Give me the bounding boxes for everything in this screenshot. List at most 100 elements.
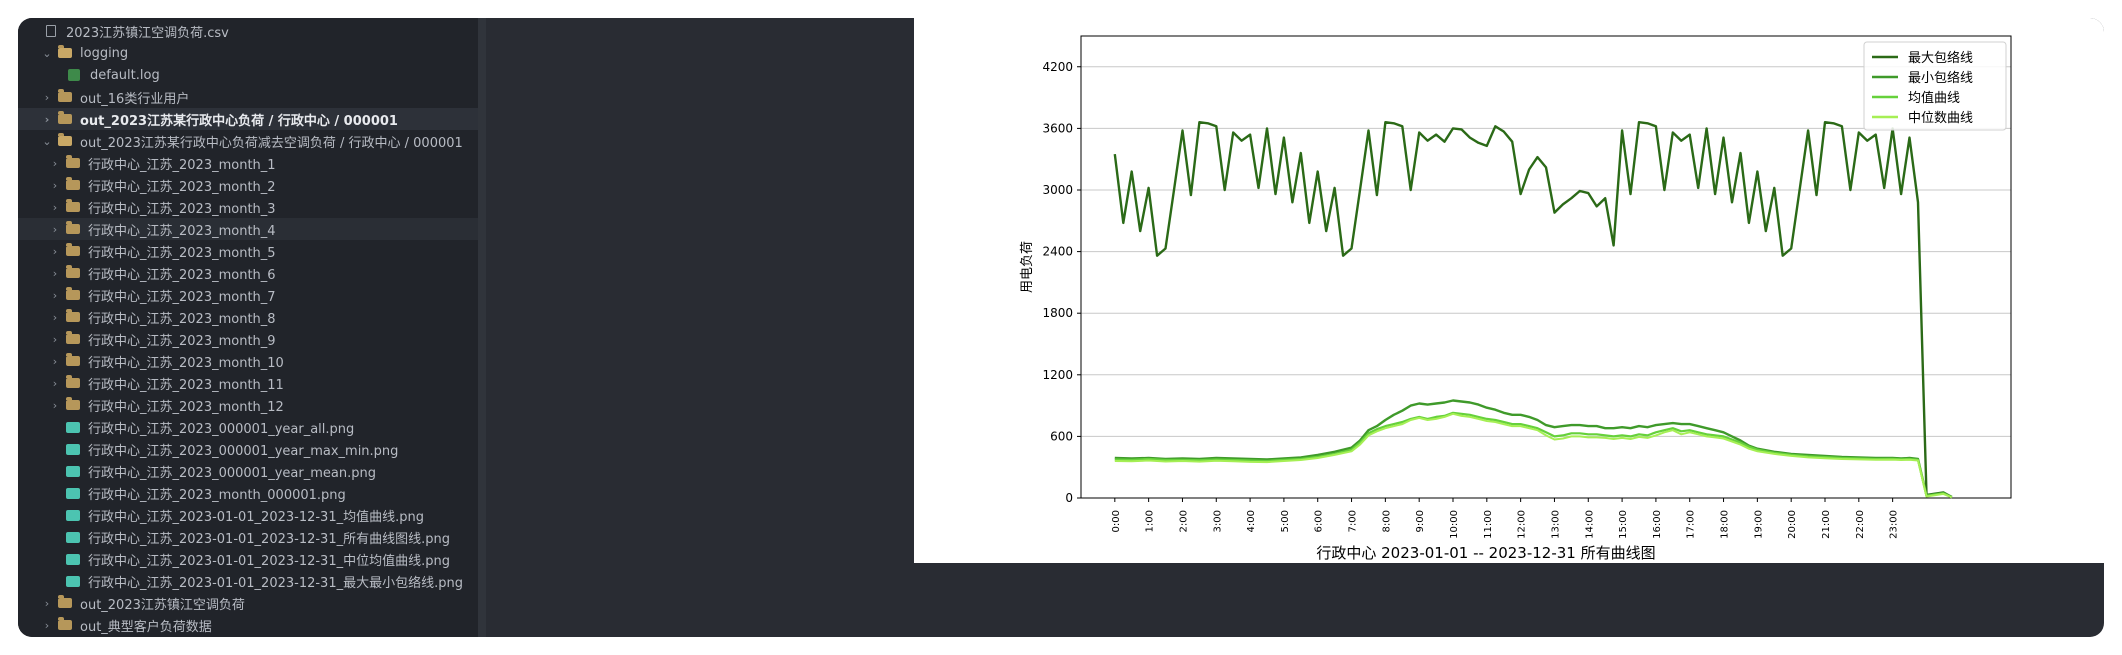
- y-tick-label: 2400: [1042, 245, 1073, 259]
- folder-item[interactable]: › out_16类行业用户: [18, 86, 486, 108]
- folder-item[interactable]: › 行政中心_江苏_2023_month_4: [18, 218, 486, 240]
- file-item[interactable]: 行政中心_江苏_2023_month_000001.png: [18, 482, 486, 504]
- folder-icon: [66, 287, 80, 300]
- file-item[interactable]: 行政中心_江苏_2023_000001_year_all.png: [18, 416, 486, 438]
- folder-item[interactable]: › out_典型客户负荷数据: [18, 614, 486, 636]
- folder-item[interactable]: ⌄ out_2023江苏某行政中心负荷减去空调负荷 / 行政中心 / 000001: [18, 130, 486, 152]
- file-item[interactable]: 行政中心_江苏_2023-01-01_2023-12-31_最大最小包络线.pn…: [18, 570, 486, 592]
- plot-frame: [1080, 35, 2012, 499]
- folder-item[interactable]: › 行政中心_江苏_2023_month_1: [18, 152, 486, 174]
- item-label: 行政中心_江苏_2023_month_5: [88, 245, 276, 261]
- legend-box: [1863, 41, 2007, 131]
- image-file-icon: [66, 531, 80, 543]
- item-label: default.log: [90, 67, 160, 83]
- chevron-right-icon[interactable]: ›: [44, 112, 50, 126]
- chevron-down-icon[interactable]: ⌄: [42, 46, 52, 60]
- file-item[interactable]: 2023江苏镇江空调负荷.csv: [18, 20, 486, 42]
- chevron-right-icon[interactable]: ›: [52, 244, 58, 258]
- folder-icon: [66, 221, 80, 234]
- explorer-scrollbar[interactable]: [478, 18, 486, 637]
- folder-item[interactable]: ⌄ logging: [18, 42, 486, 64]
- chevron-right-icon[interactable]: ›: [44, 90, 50, 104]
- item-label: 2023江苏镇江空调负荷.csv: [66, 25, 229, 41]
- file-item[interactable]: 行政中心_江苏_2023_000001_year_mean.png: [18, 460, 486, 482]
- folder-icon: [66, 397, 80, 410]
- item-label: 行政中心_江苏_2023_month_2: [88, 179, 276, 195]
- legend-label: 中位数曲线: [1908, 111, 1973, 126]
- chevron-right-icon[interactable]: ›: [52, 288, 58, 302]
- x-tick-label: 9:00: [1415, 510, 1426, 532]
- item-label: 行政中心_江苏_2023_000001_year_max_min.png: [88, 443, 399, 459]
- folder-icon: [66, 309, 80, 322]
- legend-label: 最小包络线: [1908, 70, 1973, 86]
- x-tick-label: 12:00: [1517, 510, 1528, 539]
- folder-item[interactable]: › 行政中心_江苏_2023_month_6: [18, 262, 486, 284]
- item-label: logging: [80, 45, 129, 61]
- chevron-right-icon[interactable]: ›: [52, 354, 58, 368]
- item-label: 行政中心_江苏_2023-01-01_2023-12-31_均值曲线.png: [88, 509, 424, 525]
- folder-icon: [66, 243, 80, 256]
- item-label: 行政中心_江苏_2023_month_1: [88, 157, 276, 173]
- item-label: 行政中心_江苏_2023_month_10: [88, 355, 284, 371]
- x-tick-label: 1:00: [1145, 510, 1156, 532]
- chart-title: 行政中心 2023-01-01 -- 2023-12-31 所有曲线图: [1316, 544, 1655, 562]
- x-tick-label: 0:00: [1111, 510, 1122, 532]
- chevron-right-icon[interactable]: ›: [52, 156, 58, 170]
- x-tick-label: 23:00: [1889, 510, 1900, 539]
- file-item[interactable]: 行政中心_江苏_2023-01-01_2023-12-31_所有曲线图线.png: [18, 526, 486, 548]
- chevron-right-icon[interactable]: ›: [52, 398, 58, 412]
- x-tick-label: 4:00: [1246, 510, 1257, 532]
- folder-item[interactable]: › 行政中心_江苏_2023_month_5: [18, 240, 486, 262]
- chevron-right-icon[interactable]: ›: [44, 618, 50, 632]
- item-label: 行政中心_江苏_2023-01-01_2023-12-31_最大最小包络线.pn…: [88, 575, 463, 591]
- y-tick-label: 1200: [1042, 368, 1073, 382]
- folder-icon: [58, 89, 72, 102]
- folder-item[interactable]: › 行政中心_江苏_2023_month_2: [18, 174, 486, 196]
- image-file-icon: [66, 575, 80, 587]
- chevron-right-icon[interactable]: ›: [52, 310, 58, 324]
- chevron-right-icon[interactable]: ›: [52, 376, 58, 390]
- image-file-icon: [66, 421, 80, 433]
- folder-item[interactable]: › 行政中心_江苏_2023_month_9: [18, 328, 486, 350]
- chevron-right-icon[interactable]: ›: [52, 178, 58, 192]
- folder-item[interactable]: › 行政中心_江苏_2023_month_8: [18, 306, 486, 328]
- file-item[interactable]: default.log: [18, 64, 486, 86]
- log-file-icon: [68, 69, 80, 81]
- folder-open-icon: [58, 45, 72, 58]
- chevron-right-icon[interactable]: ›: [52, 332, 58, 346]
- item-label: 行政中心_江苏_2023_month_11: [88, 377, 284, 393]
- y-tick-label: 4200: [1042, 60, 1073, 74]
- file-item[interactable]: 行政中心_江苏_2023-01-01_2023-12-31_均值曲线.png: [18, 504, 486, 526]
- folder-icon: [66, 375, 80, 388]
- folder-item[interactable]: › 行政中心_江苏_2023_month_3: [18, 196, 486, 218]
- x-tick-label: 22:00: [1855, 510, 1866, 539]
- item-label: 行政中心_江苏_2023_000001_year_all.png: [88, 421, 355, 437]
- x-tick-label: 6:00: [1314, 510, 1325, 532]
- item-label: 行政中心_江苏_2023-01-01_2023-12-31_中位均值曲线.png: [88, 553, 450, 569]
- image-file-icon: [66, 553, 80, 565]
- chevron-right-icon[interactable]: ›: [44, 596, 50, 610]
- x-tick-label: 17:00: [1686, 510, 1697, 539]
- y-tick-label: 1800: [1042, 306, 1073, 320]
- file-item[interactable]: 行政中心_江苏_2023-01-01_2023-12-31_中位均值曲线.png: [18, 548, 486, 570]
- folder-item[interactable]: › 行政中心_江苏_2023_month_12: [18, 394, 486, 416]
- item-label: out_16类行业用户: [80, 91, 190, 107]
- folder-item[interactable]: › out_2023江苏某行政中心负荷 / 行政中心 / 000001: [18, 108, 486, 130]
- x-tick-label: 8:00: [1381, 510, 1392, 532]
- x-tick-label: 18:00: [1720, 510, 1731, 539]
- item-label: 行政中心_江苏_2023_month_3: [88, 201, 276, 217]
- folder-icon: [58, 595, 72, 608]
- file-item[interactable]: 行政中心_江苏_2023_000001_year_max_min.png: [18, 438, 486, 460]
- chevron-right-icon[interactable]: ›: [52, 266, 58, 280]
- folder-item[interactable]: › 行政中心_江苏_2023_month_11: [18, 372, 486, 394]
- y-tick-label: 0: [1065, 491, 1073, 505]
- folder-icon: [66, 265, 80, 278]
- folder-item[interactable]: › out_2023江苏镇江空调负荷: [18, 592, 486, 614]
- folder-item[interactable]: › 行政中心_江苏_2023_month_7: [18, 284, 486, 306]
- chevron-right-icon[interactable]: ›: [52, 200, 58, 214]
- chevron-right-icon[interactable]: ›: [52, 222, 58, 236]
- legend-label: 最大包络线: [1908, 50, 1973, 66]
- item-label: 行政中心_江苏_2023_month_9: [88, 333, 276, 349]
- chevron-down-icon[interactable]: ⌄: [42, 134, 52, 148]
- folder-item[interactable]: › 行政中心_江苏_2023_month_10: [18, 350, 486, 372]
